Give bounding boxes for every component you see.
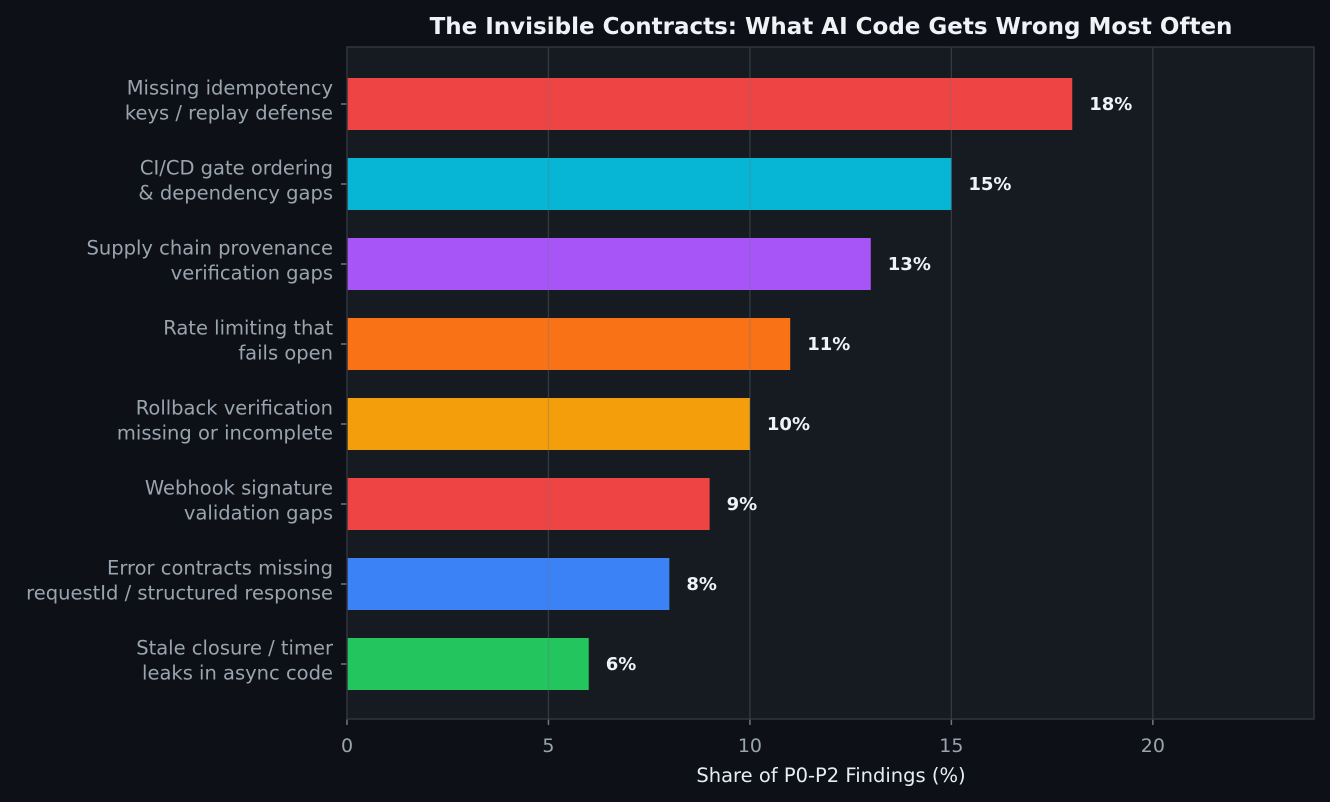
category-label-line: Missing idempotency — [127, 77, 333, 100]
category-label-8: Stale closure / timer leaks in async code — [136, 637, 334, 685]
value-label-2: 15% — [968, 174, 1011, 195]
chart-title: The Invisible Contracts: What AI Code Ge… — [430, 14, 1233, 40]
category-label-line: Rate limiting that — [163, 317, 333, 340]
plot-area — [347, 47, 1314, 719]
category-label-1: Missing idempotency keys / replay defense — [125, 77, 333, 125]
x-tick-label-20: 20 — [1141, 735, 1165, 757]
category-label-3: Supply chain provenance verification gaps — [87, 237, 333, 285]
category-label-line: validation gaps — [184, 502, 333, 525]
value-label-5: 10% — [767, 414, 810, 435]
category-label-7: Error contracts missing requestId / struc… — [26, 557, 333, 605]
category-label-line: leaks in async code — [142, 662, 333, 685]
category-label-line: fails open — [238, 342, 333, 365]
bar-1 — [347, 78, 1073, 130]
value-label-1: 18% — [1089, 94, 1132, 115]
value-label-8: 6% — [606, 654, 637, 675]
x-tick-label-15: 15 — [939, 735, 963, 757]
category-label-line: missing or incomplete — [117, 422, 333, 445]
bar-2 — [347, 158, 952, 210]
category-label-4: Rate limiting that fails open — [163, 317, 333, 365]
category-label-5: Rollback verification missing or incomple… — [117, 397, 333, 445]
bar-4 — [347, 318, 791, 370]
plot-frame — [346, 46, 1315, 720]
grid-layer — [547, 47, 1154, 719]
bar-3 — [347, 238, 871, 290]
x-tick-label-5: 5 — [542, 735, 554, 757]
category-label-line: Rollback verification — [136, 397, 333, 420]
category-label-line: Webhook signature — [145, 477, 333, 500]
value-label-3: 13% — [888, 254, 931, 275]
y-axis: Missing idempotency keys / replay defense… — [26, 77, 347, 685]
category-label-line: Stale closure / timer — [136, 637, 334, 660]
x-axis: 0 5 10 15 20 — [341, 719, 1165, 757]
value-label-4: 11% — [807, 334, 850, 355]
category-label-line: keys / replay defense — [125, 102, 333, 125]
category-label-line: Supply chain provenance — [87, 237, 333, 260]
category-label-6: Webhook signature validation gaps — [145, 477, 333, 525]
x-tick-label-0: 0 — [341, 735, 353, 757]
bar-7 — [347, 558, 670, 610]
bar-8 — [347, 638, 589, 690]
x-tick-label-10: 10 — [738, 735, 762, 757]
category-label-line: Error contracts missing — [107, 557, 333, 580]
bar-6 — [347, 478, 710, 530]
category-label-line: CI/CD gate ordering — [140, 157, 333, 180]
bar-5 — [347, 398, 750, 450]
bars-layer — [347, 78, 1073, 690]
x-axis-label: Share of P0-P2 Findings (%) — [696, 764, 965, 787]
category-label-line: & dependency gaps — [138, 182, 333, 205]
value-labels-layer: 18% 15% 13% 11% 10% 9% 8% 6% — [606, 94, 1133, 675]
value-label-7: 8% — [686, 574, 717, 595]
category-label-2: CI/CD gate ordering & dependency gaps — [138, 157, 333, 205]
value-label-6: 9% — [727, 494, 758, 515]
category-label-line: requestId / structured response — [26, 582, 333, 605]
category-label-line: verification gaps — [171, 262, 333, 285]
